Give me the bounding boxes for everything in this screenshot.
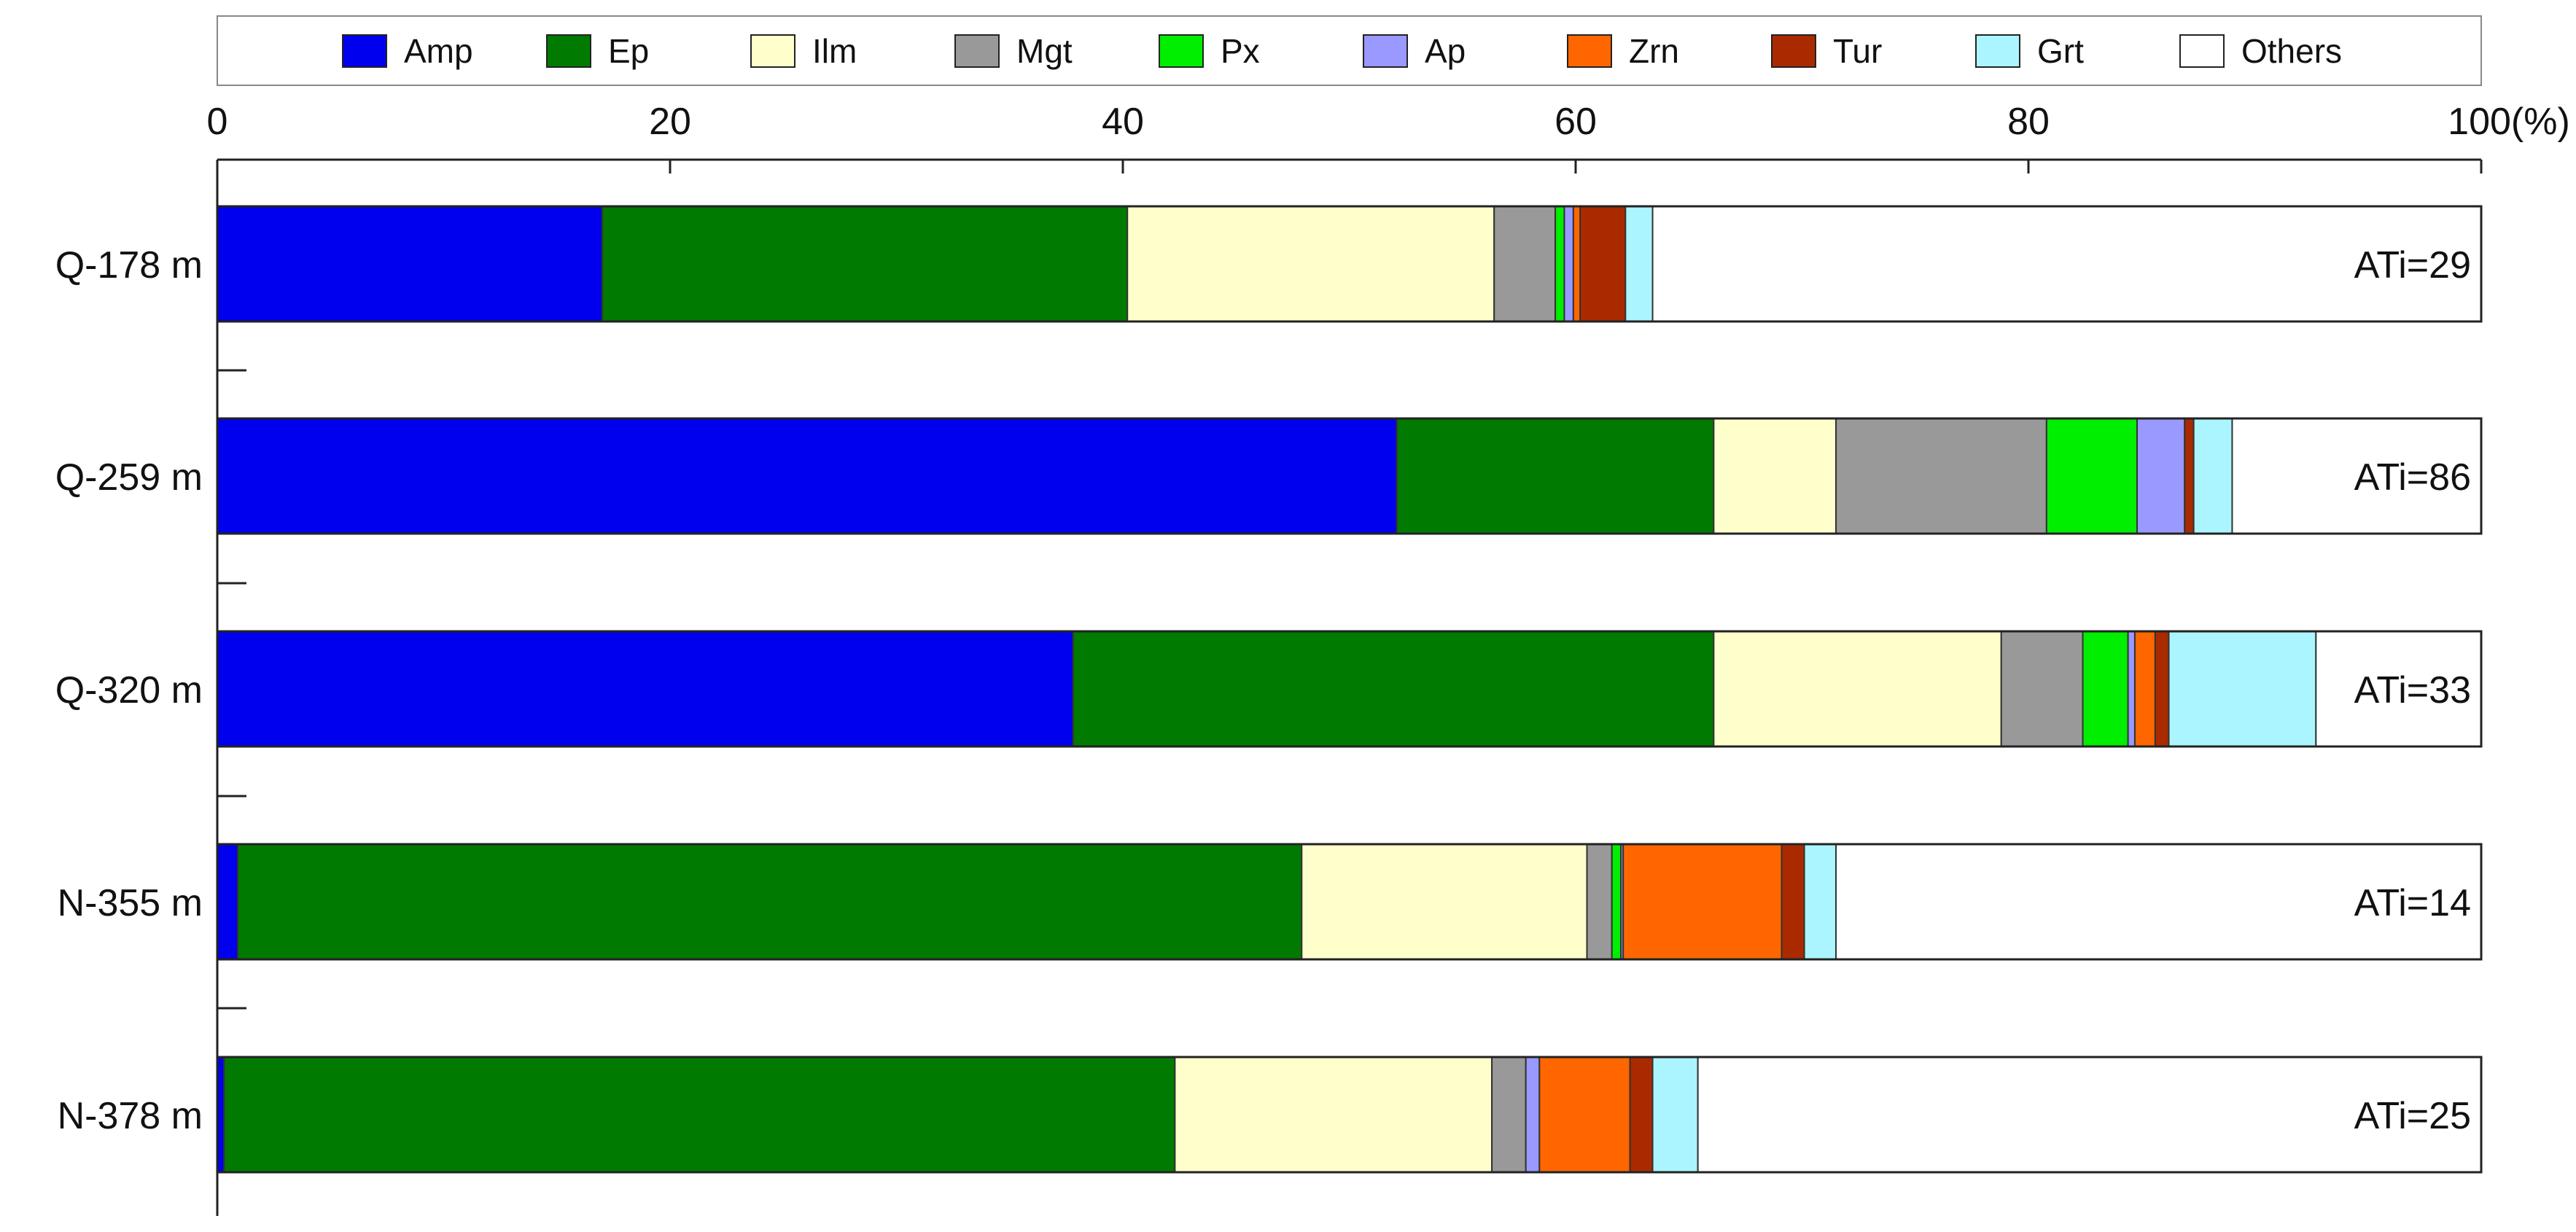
bar-segment-grt: [1651, 1056, 1699, 1173]
bar-segment-mgt: [1835, 418, 2047, 534]
x-tick-label: 100(%): [2448, 101, 2570, 143]
bar-segment-tur: [1781, 843, 1805, 960]
bar-segment-grt: [1803, 843, 1837, 960]
bar-outline: [216, 1056, 2483, 1174]
legend-swatch-mgt: [954, 34, 1000, 68]
bar-segment-ilm: [1126, 206, 1495, 322]
x-tick-label: 60: [1554, 101, 1597, 143]
x-tick-label: 40: [1102, 101, 1144, 143]
bar-segment-ilm: [1713, 631, 2002, 747]
legend-label-ap: Ap: [1425, 32, 1466, 70]
legend-label-px: Px: [1221, 32, 1260, 70]
bar-segment-ep: [1396, 418, 1715, 534]
legend-swatch-grt: [1975, 34, 2020, 68]
legend-swatch-ep: [546, 34, 591, 68]
bar-segment-ep: [236, 843, 1303, 960]
row-label: N-355 m: [58, 882, 203, 924]
bar-segment-mgt: [2000, 631, 2084, 747]
bar-segment-zrn: [1622, 843, 1783, 960]
legend-swatch-zrn: [1567, 34, 1612, 68]
bar-segment-ilm: [1301, 843, 1588, 960]
bar-segment-px: [1554, 206, 1565, 322]
bar-segment-mgt: [1491, 1056, 1527, 1173]
bar-segment-amp: [217, 418, 1398, 534]
bar-segment-ap: [2136, 418, 2186, 534]
bar-segment-ap: [1563, 206, 1574, 322]
bar-segment-amp: [217, 843, 238, 960]
bar-segment-tur: [1579, 206, 1627, 322]
bar-segment-ilm: [1174, 1056, 1493, 1173]
legend-swatch-ap: [1363, 34, 1408, 68]
legend-box: [217, 15, 2482, 86]
legend-swatch-px: [1159, 34, 1204, 68]
legend-swatch-others: [2179, 34, 2225, 68]
bar-outline: [216, 417, 2483, 535]
legend-label-others: Others: [2241, 32, 2342, 70]
bar-segment-ep: [1072, 631, 1715, 747]
legend-swatch-ilm: [750, 34, 795, 68]
bar-outline: [216, 205, 2483, 323]
row-label: Q-178 m: [55, 244, 203, 286]
bar-segment-ap: [2127, 631, 2136, 747]
bar-outline: [216, 630, 2483, 748]
bar-segment-px: [2045, 418, 2139, 534]
legend-label-ep: Ep: [608, 32, 649, 70]
ati-annotation: ATi=86: [2354, 456, 2471, 499]
legend: Amp Ep Ilm Mgt Px Ap Zrn Tur Grt Others: [217, 15, 2482, 86]
legend-label-mgt: Mgt: [1016, 32, 1073, 70]
x-tick-label: 0: [207, 101, 228, 143]
ati-annotation: ATi=33: [2354, 669, 2471, 711]
bar-segment-ep: [223, 1056, 1176, 1173]
legend-label-ilm: Ilm: [812, 32, 857, 70]
row-label: Q-320 m: [55, 669, 203, 711]
bar-segment-tur: [2184, 418, 2195, 534]
x-tick-label: 80: [2007, 101, 2050, 143]
bar-segment-others: [1697, 1056, 2482, 1173]
bar-segment-ilm: [1713, 418, 1837, 534]
bar-segment-zrn: [2133, 631, 2156, 747]
legend-label-amp: Amp: [404, 32, 473, 70]
bar-segment-ep: [601, 206, 1129, 322]
x-tick-label: 20: [649, 101, 691, 143]
bar-outline: [216, 843, 2483, 961]
bar-segment-grt: [2192, 418, 2233, 534]
bar-segment-grt: [2168, 631, 2317, 747]
bar-segment-zrn: [1572, 206, 1581, 322]
bar-segment-mgt: [1493, 206, 1557, 322]
row-label: Q-259 m: [55, 456, 203, 499]
bar-segment-tur: [2154, 631, 2170, 747]
bar-segment-px: [1611, 843, 1622, 960]
x-axis: 0 20 40 60 80 100(%): [207, 101, 2570, 1216]
bar-segment-amp: [217, 206, 603, 322]
bars: ATi=29 ATi=86 ATi=33 ATi=14 ATi=25: [216, 205, 2483, 1174]
ati-annotation: ATi=14: [2354, 882, 2471, 924]
legend-label-tur: Tur: [1833, 32, 1882, 70]
legend-swatch-amp: [342, 34, 387, 68]
legend-swatch-tur: [1771, 34, 1816, 68]
bar-segment-others: [1835, 843, 2482, 960]
bar-segment-px: [2082, 631, 2129, 747]
bar-segment-grt: [1624, 206, 1654, 322]
ati-annotation: ATi=29: [2354, 244, 2471, 286]
ati-annotation: ATi=25: [2354, 1095, 2471, 1137]
bar-segment-tur: [1629, 1056, 1654, 1173]
bar-segment-amp: [217, 631, 1074, 747]
legend-label-grt: Grt: [2037, 32, 2084, 70]
bar-segment-mgt: [1586, 843, 1613, 960]
row-label: N-378 m: [58, 1095, 203, 1137]
row-labels: Q-178 m Q-259 m Q-320 m N-355 m N-378 m: [55, 244, 203, 1137]
bar-segment-ap: [1525, 1056, 1541, 1173]
legend-label-zrn: Zrn: [1629, 32, 1679, 70]
bar-segment-zrn: [1538, 1056, 1631, 1173]
